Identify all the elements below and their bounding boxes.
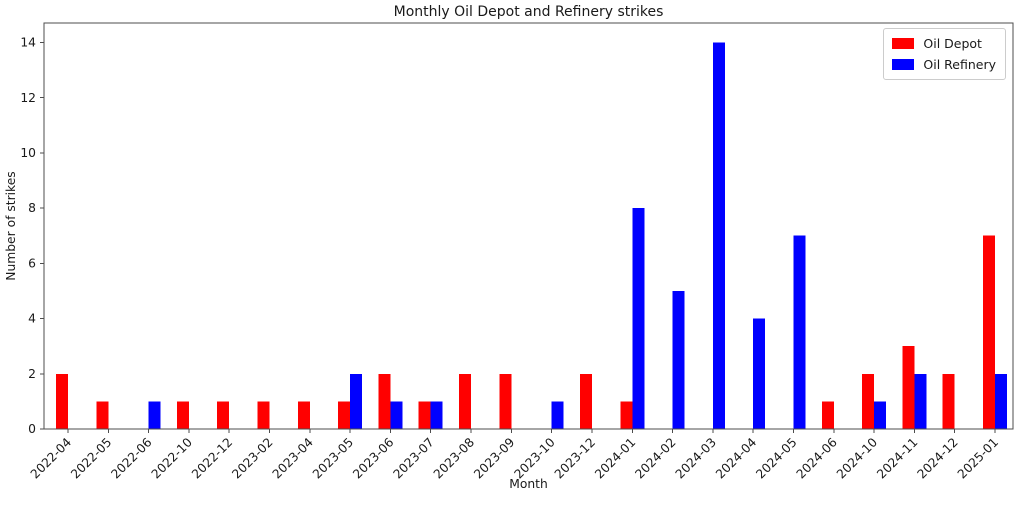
y-tick-label: 0 (28, 422, 36, 436)
x-axis-label: Month (509, 477, 548, 491)
x-tick-label: 2024-04 (713, 435, 759, 481)
bar-oil-depot-2023-04 (297, 401, 310, 429)
bar-oil-depot-2023-12 (580, 373, 592, 429)
x-tick-label: 2023-06 (350, 435, 396, 481)
x-tick-label: 2022-04 (28, 435, 74, 481)
bar-oil-refinery-2025-01 (995, 373, 1007, 429)
y-tick-label: 14 (20, 36, 36, 50)
x-tick-label: 2024-01 (592, 435, 638, 481)
bar-oil-depot-2023-02 (257, 401, 270, 429)
bar-oil-depot-2024-06 (821, 401, 834, 429)
y-tick-label: 2 (28, 367, 36, 381)
y-tick-label: 12 (20, 91, 36, 105)
bar-oil-refinery-2024-03 (712, 42, 725, 430)
y-tick-label: 6 (28, 256, 36, 270)
x-tick-label: 2023-05 (310, 435, 356, 481)
x-tick-label: 2022-05 (68, 435, 114, 481)
bar-oil-refinery-2023-05 (350, 373, 363, 429)
legend-label-oil-depot: Oil Depot (923, 36, 982, 51)
legend-item-oil-refinery: Oil Refinery (892, 57, 996, 72)
bar-oil-refinery-2024-02 (672, 290, 685, 429)
x-tick-label: 2023-09 (471, 435, 517, 481)
bar-oil-refinery-2024-05 (793, 235, 806, 429)
bar-oil-depot-2023-07 (418, 401, 431, 429)
x-tick-label: 2022-12 (189, 435, 235, 481)
bar-oil-refinery-2023-06 (390, 401, 403, 429)
bar-oil-refinery-2024-11 (914, 373, 927, 429)
bar-oil-depot-2022-04 (56, 373, 68, 429)
legend-label-oil-refinery: Oil Refinery (923, 57, 996, 72)
y-tick-label: 10 (20, 146, 36, 160)
bar-oil-depot-2025-01 (983, 235, 995, 429)
bar-oil-refinery-2024-01 (632, 208, 645, 429)
bar-oil-depot-2023-09 (499, 373, 512, 429)
bar-oil-refinery-2023-07 (430, 401, 443, 429)
bar-oil-refinery-2024-04 (753, 318, 766, 429)
axes-spines (43, 22, 1014, 430)
x-tick-label: 2023-04 (270, 435, 316, 481)
x-tick-label: 2024-06 (794, 435, 840, 481)
bar-oil-depot-2022-12 (217, 401, 230, 429)
y-tick-label: 8 (28, 201, 36, 215)
bar-oil-depot-2024-10 (862, 373, 875, 429)
bar-oil-depot-2024-12 (942, 373, 955, 429)
bar-oil-depot-2022-10 (176, 401, 189, 429)
x-tick-label: 2024-03 (673, 435, 719, 481)
x-tick-label: 2024-12 (915, 435, 961, 481)
x-tick-label: 2023-12 (552, 435, 598, 481)
legend: Oil Depot Oil Refinery (883, 28, 1006, 80)
oil-depot-swatch-icon (892, 38, 915, 49)
bar-oil-refinery-2022-06 (148, 401, 161, 429)
x-tick-label: 2023-02 (229, 435, 275, 481)
x-tick-label: 2025-01 (955, 435, 1001, 481)
bar-oil-depot-2023-08 (459, 373, 471, 429)
x-tick-label: 2024-02 (632, 435, 678, 481)
x-tick-label: 2023-10 (512, 435, 558, 481)
x-tick-label: 2022-10 (149, 435, 195, 481)
bar-oil-depot-2022-05 (96, 401, 109, 429)
bar-oil-depot-2024-11 (902, 346, 915, 429)
x-tick-label: 2024-10 (834, 435, 880, 481)
bar-oil-refinery-2023-10 (551, 401, 564, 429)
x-tick-label: 2024-11 (874, 435, 920, 481)
x-tick-label: 2023-08 (431, 435, 477, 481)
bar-oil-depot-2024-01 (620, 401, 633, 429)
bar-oil-depot-2023-06 (378, 373, 391, 429)
x-tick-label: 2022-06 (108, 435, 154, 481)
chart-title: Monthly Oil Depot and Refinery strikes (393, 4, 664, 20)
oil-refinery-swatch-icon (892, 59, 915, 70)
x-tick-label: 2023-07 (391, 435, 437, 481)
y-tick-label: 4 (28, 312, 36, 326)
bar-oil-refinery-2024-10 (874, 401, 887, 429)
legend-item-oil-depot: Oil Depot (892, 36, 996, 51)
x-tick-label: 2024-05 (753, 435, 799, 481)
bar-oil-depot-2023-05 (338, 401, 351, 429)
